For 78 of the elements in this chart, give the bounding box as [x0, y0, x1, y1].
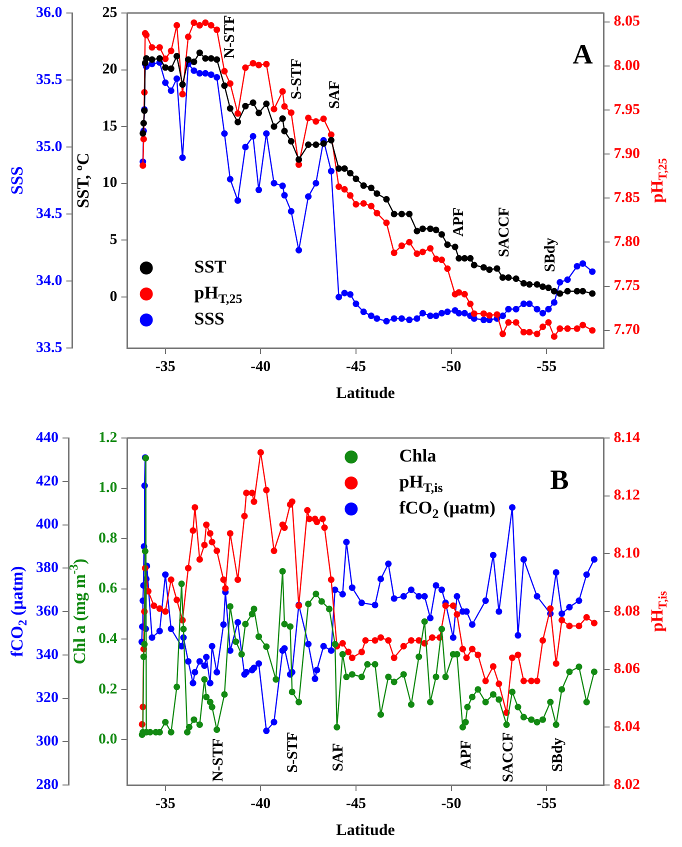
y2-tick-label: 7.90 — [614, 146, 640, 162]
annotation: N-STF — [222, 15, 238, 58]
annotation: SACCF — [496, 207, 513, 258]
y3-tick-label: 34.5 — [36, 206, 62, 222]
y-tick-label: 20 — [102, 62, 118, 78]
y2-tick-label: 7.80 — [614, 234, 640, 250]
y-tick-label: 1.2 — [98, 430, 118, 446]
x-tick-label: -35 — [155, 796, 176, 812]
y-tick-label: 0 — [110, 288, 118, 305]
y3-tick-label: 36.0 — [36, 4, 62, 21]
annotation: SAF — [330, 743, 347, 772]
y-tick-label: 10 — [102, 175, 118, 192]
annotation: A — [572, 39, 594, 70]
y-tick-label: 0.8 — [98, 530, 118, 546]
annotation: SACCF — [500, 732, 516, 782]
y-tick-label: 0.6 — [98, 580, 118, 597]
y3-tick-label: 440 — [36, 430, 58, 446]
y3-tick-label: 35.5 — [36, 72, 62, 88]
y-tick-label: 15 — [102, 118, 118, 134]
annotation: N-STF — [210, 738, 227, 782]
y3-tick-label: 400 — [36, 516, 58, 533]
legend-label: Chla — [399, 446, 436, 466]
y2-tick-label: 8.00 — [614, 58, 640, 74]
y-tick-label: 0.4 — [98, 631, 118, 648]
y-tick-label: 0.2 — [98, 681, 118, 698]
annotation: S-STF — [288, 58, 305, 100]
y3-tick-label: 34.0 — [36, 272, 62, 289]
x-tick-label: -50 — [441, 358, 462, 375]
annotation: SBdy — [542, 237, 558, 272]
y2-tick-label: 8.02 — [614, 776, 640, 793]
y3-axis-title: SSS — [7, 166, 26, 195]
y-tick-label: 0.0 — [98, 732, 118, 748]
y-tick-label: 25 — [102, 4, 118, 21]
y3-tick-label: 360 — [36, 603, 58, 620]
x-tick-label: -55 — [536, 796, 557, 812]
y3-tick-label: 320 — [36, 690, 58, 706]
y-axis-title: SST, ºC — [74, 152, 93, 208]
legend-label: SSS — [194, 308, 224, 329]
y2-tick-label: 8.12 — [614, 488, 640, 504]
y2-tick-label: 8.06 — [614, 661, 640, 678]
x-axis-title: Latitude — [336, 385, 395, 402]
x-tick-label: -50 — [441, 796, 462, 812]
y3-tick-label: 300 — [36, 734, 58, 750]
x-tick-label: -45 — [346, 796, 366, 812]
annotation: SAF — [326, 80, 343, 109]
y3-tick-label: 340 — [36, 646, 58, 663]
annotation: S-STF — [284, 732, 301, 773]
y2-tick-label: 8.05 — [614, 14, 640, 30]
y2-axis-title: pHT,is — [647, 590, 670, 632]
annotation: SBdy — [550, 737, 566, 772]
y3-tick-label: 35.0 — [36, 138, 62, 155]
y2-tick-label: 7.95 — [614, 102, 640, 118]
legend-label: SST — [194, 256, 226, 277]
y2-tick-label: 8.04 — [614, 719, 640, 736]
y2-tick-label: 7.75 — [614, 278, 640, 294]
y2-tick-label: 8.08 — [614, 603, 640, 620]
annotation: APF — [458, 740, 474, 770]
y2-tick-label: 7.70 — [614, 322, 640, 338]
x-tick-label: -45 — [346, 358, 366, 375]
y3-tick-label: 420 — [36, 473, 58, 490]
x-tick-label: -35 — [155, 358, 176, 375]
y3-tick-label: 280 — [36, 776, 58, 793]
y-tick-label: 1.0 — [98, 480, 118, 496]
y3-tick-label: 33.5 — [36, 340, 62, 356]
y2-tick-label: 8.10 — [614, 546, 640, 562]
y3-axis-title: fCO2 (µatm) — [7, 566, 30, 657]
y-tick-label: 5 — [110, 232, 118, 248]
x-axis-title: Latitude — [336, 822, 395, 840]
x-tick-label: -55 — [536, 358, 557, 375]
y2-tick-label: 7.85 — [614, 190, 640, 206]
annotation: B — [550, 464, 569, 496]
annotation: APF — [450, 207, 467, 237]
x-tick-label: -40 — [250, 796, 271, 812]
y2-axis-title: pHT,25 — [647, 158, 670, 203]
x-tick-label: -40 — [250, 358, 271, 375]
y3-tick-label: 380 — [36, 560, 58, 576]
y2-tick-label: 8.14 — [614, 430, 640, 446]
y-axis-title: Chl a (mg m-3) — [66, 558, 89, 664]
